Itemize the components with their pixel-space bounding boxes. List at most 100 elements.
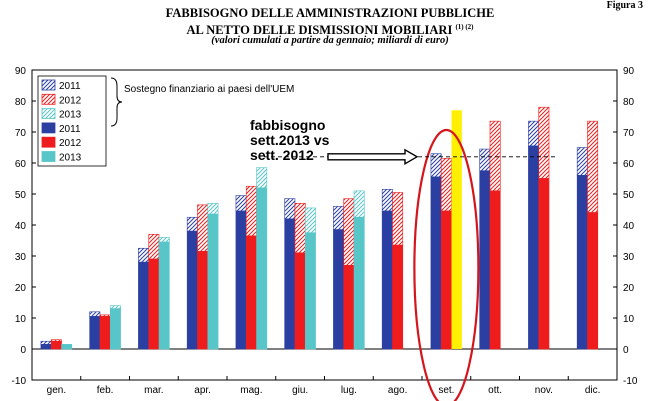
x-tick-label: set. <box>438 385 454 396</box>
bar-support-2013 <box>158 237 170 243</box>
bar-support-2012 <box>440 158 452 212</box>
bar-support-2011 <box>479 148 491 172</box>
legend-swatch-2011 <box>41 79 56 91</box>
bar-2013 <box>158 241 170 350</box>
highlight-bar <box>451 110 462 349</box>
x-tick-label: feb. <box>97 385 114 396</box>
bar-support-2012 <box>294 203 306 254</box>
bar-support-2011 <box>333 206 345 230</box>
bar-2011 <box>528 145 540 350</box>
legend-label-2013: 2013 <box>59 153 82 164</box>
bar-2013 <box>304 232 316 350</box>
x-tick-label: giu. <box>292 385 308 396</box>
bar-2012 <box>489 190 501 350</box>
bar-2012 <box>99 316 111 350</box>
y-tick-label-right: 80 <box>623 97 635 108</box>
bar-2012 <box>343 264 355 350</box>
legend-label-2012: 2012 <box>59 95 82 106</box>
bar-2013 <box>207 213 219 350</box>
y-tick-label-left: 70 <box>15 128 27 139</box>
bar-support-2013 <box>256 167 268 189</box>
bar-2013 <box>353 216 365 350</box>
bar-support-2011 <box>576 147 588 176</box>
y-tick-label-right: 50 <box>623 190 635 201</box>
bar-support-2012 <box>148 234 160 260</box>
bar-support-2012 <box>197 204 209 252</box>
y-tick-label-left: 60 <box>15 159 27 170</box>
bar-2012 <box>50 340 62 350</box>
y-tick-label-right: 30 <box>623 252 635 263</box>
bar-support-2012 <box>392 192 404 246</box>
bar-support-2013 <box>207 203 219 215</box>
axes: -10 -10 0 0 10 10 20 20 30 30 40 40 50 50 60 60 70 70 80 80… <box>12 66 638 396</box>
bar-support-2011 <box>284 198 296 220</box>
bar-support-2011 <box>40 340 52 345</box>
legend-label-2013: 2013 <box>59 110 82 121</box>
bar-2011 <box>89 316 101 350</box>
bar-support-2012 <box>245 185 257 237</box>
bar-2012 <box>294 252 306 350</box>
bar-support-2012 <box>343 198 355 266</box>
chart-title-line1: FABBISOGNO DELLE AMMINISTRAZIONI PUBBLIC… <box>165 6 495 20</box>
y-tick-label-right: 40 <box>623 221 635 232</box>
chart-subtitle: (valori cumulati a partire da gennaio; m… <box>211 35 449 46</box>
legend-swatch-2011 <box>41 122 56 134</box>
bar-2012 <box>197 251 209 350</box>
bar-support-2011 <box>528 120 540 147</box>
x-tick-label: mar. <box>144 385 163 396</box>
bar-2011 <box>381 210 393 350</box>
legend-swatch-2013 <box>41 151 56 162</box>
bar-2011 <box>138 261 150 350</box>
figure-label: Figura 3 <box>606 0 643 11</box>
x-tick-label: ago. <box>388 385 407 396</box>
annotation-arrow <box>327 148 419 166</box>
legend-label-2011: 2011 <box>59 124 81 135</box>
bar-2012 <box>245 235 257 350</box>
legend: 2011 2012 2013 2011 2012 2013 <box>37 75 123 167</box>
legend-note: Sostegno finanziario ai paesi dell'UEM <box>124 84 295 95</box>
bar-support-2011 <box>138 247 150 263</box>
bar-2012 <box>392 244 404 350</box>
bar-2012 <box>587 212 599 350</box>
bar-2011 <box>430 176 442 350</box>
bars-group <box>40 106 599 350</box>
bar-2011 <box>576 175 588 350</box>
title-notes: (1) (2) <box>455 23 474 31</box>
legend-swatch-2012 <box>41 93 56 105</box>
x-tick-label: nov. <box>535 385 553 396</box>
y-tick-label-left: 50 <box>15 190 27 201</box>
bar-support-2011 <box>381 189 393 212</box>
bar-support-2011 <box>89 311 101 317</box>
legend-swatch-2013 <box>41 108 56 119</box>
bar-2013 <box>109 308 121 350</box>
bar-support-2012 <box>587 120 599 213</box>
y-tick-label-left: 0 <box>20 345 26 356</box>
y-tick-label-left: 20 <box>15 283 27 294</box>
bar-2011 <box>235 210 247 350</box>
bar-support-2011 <box>186 216 198 232</box>
legend-brace <box>110 77 123 127</box>
annotation-line2: sett.2013 vs <box>250 132 330 148</box>
highlight-ellipse <box>413 128 480 401</box>
y-tick-label-left: 30 <box>15 252 27 263</box>
legend-box <box>37 75 107 167</box>
y-tick-label-left: 40 <box>15 221 27 232</box>
bar-2013 <box>61 344 73 350</box>
annotation-line3: sett. 2012 <box>250 147 314 163</box>
x-tick-label: mag. <box>240 385 262 396</box>
y-tick-label-left: 10 <box>15 314 27 325</box>
legend-label-2012: 2012 <box>59 138 82 149</box>
y-tick-label-right: 0 <box>623 345 629 356</box>
bar-2013 <box>256 187 268 350</box>
y-tick-label-right: -10 <box>623 376 638 387</box>
bar-support-2013 <box>109 305 121 310</box>
bar-2012 <box>440 210 452 350</box>
bar-support-2013 <box>353 190 365 218</box>
bar-support-2013 <box>304 207 316 234</box>
bar-2012 <box>148 258 160 350</box>
bar-2011 <box>333 229 345 350</box>
bar-2011 <box>186 230 198 350</box>
annotation-line1: fabbisogno <box>250 117 326 133</box>
x-tick-label: dic. <box>585 385 601 396</box>
